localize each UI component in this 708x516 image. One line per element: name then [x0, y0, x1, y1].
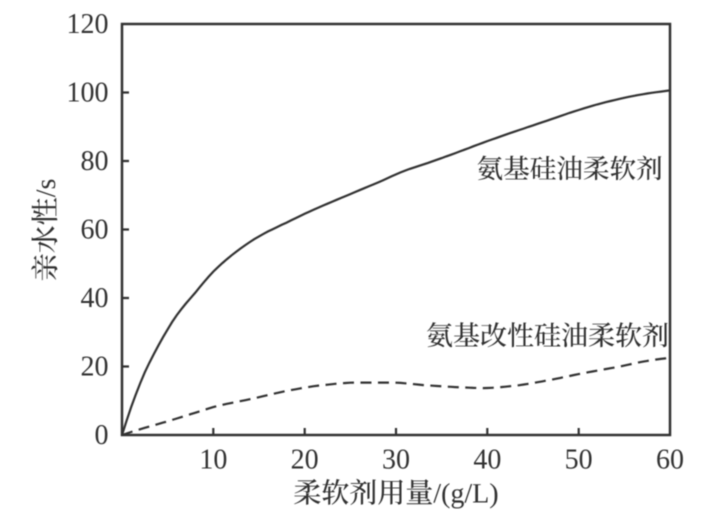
- svg-text:20: 20: [81, 351, 109, 382]
- svg-text:40: 40: [473, 445, 501, 476]
- svg-text:120: 120: [67, 9, 109, 40]
- svg-text:10: 10: [199, 445, 227, 476]
- svg-text:40: 40: [81, 283, 109, 314]
- svg-text:50: 50: [565, 445, 593, 476]
- svg-text:60: 60: [656, 445, 684, 476]
- svg-text:80: 80: [81, 146, 109, 177]
- svg-text:20: 20: [291, 445, 319, 476]
- svg-text:30: 30: [382, 445, 410, 476]
- svg-text:60: 60: [81, 214, 109, 245]
- svg-text:100: 100: [67, 77, 109, 108]
- svg-text:0: 0: [95, 420, 109, 451]
